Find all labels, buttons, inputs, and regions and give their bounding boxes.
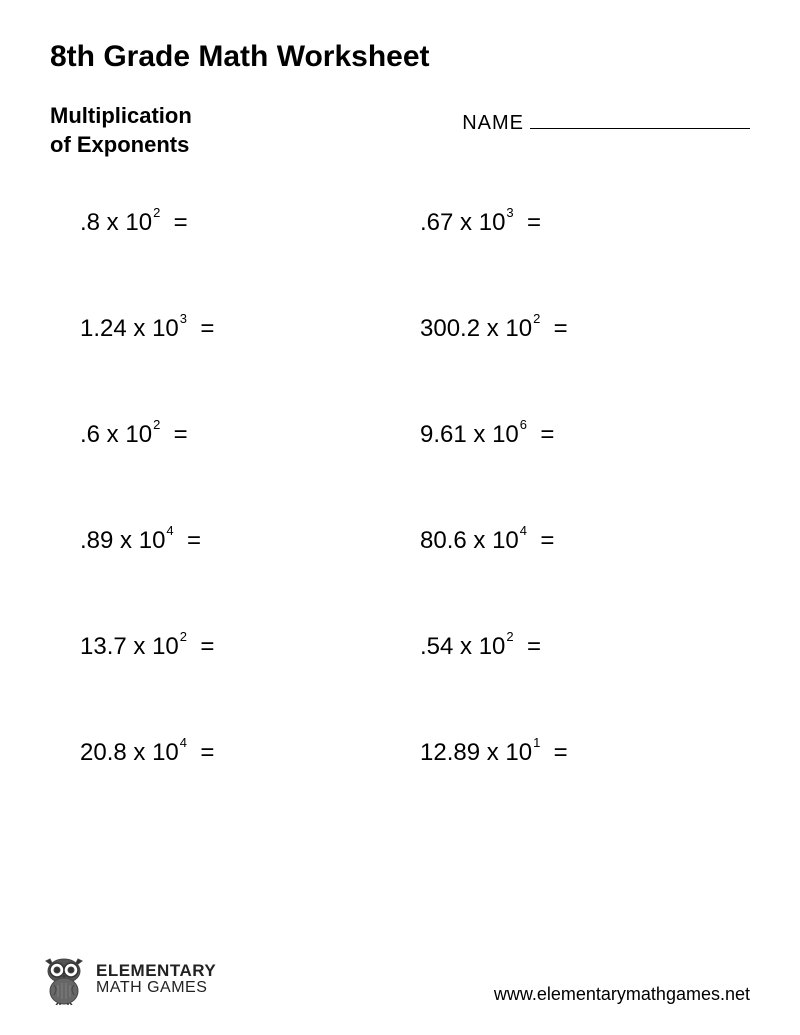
base: 10 [152, 315, 179, 342]
coefficient: .89 [80, 527, 113, 554]
base: 10 [505, 739, 532, 766]
brand-logo: ELEMENTARY MATH GAMES [40, 953, 216, 1005]
exponent: 6 [520, 417, 527, 432]
base: 10 [479, 633, 506, 660]
subtitle-line-1: Multiplication [50, 103, 192, 128]
exponent: 4 [166, 523, 173, 538]
base: 10 [505, 315, 532, 342]
problem-11: 20.8 x 104 = [80, 739, 400, 767]
base: 10 [125, 421, 152, 448]
coefficient: .67 [420, 209, 453, 236]
footer: ELEMENTARY MATH GAMES www.elementarymath… [40, 953, 750, 1005]
coefficient: 9.61 [420, 421, 467, 448]
base: 10 [479, 209, 506, 236]
logo-line-1: ELEMENTARY [96, 962, 216, 980]
problem-9: 13.7 x 102 = [80, 633, 400, 661]
base: 10 [492, 421, 519, 448]
name-label: NAME [462, 112, 524, 135]
problems-grid: .8 x 102 = .67 x 103 = 1.24 x 103 = 300.2 x… [50, 209, 750, 767]
problem-7: .89 x 104 = [80, 527, 400, 555]
exponent: 2 [533, 311, 540, 326]
problem-2: .67 x 103 = [420, 209, 740, 237]
coefficient: 300.2 [420, 315, 480, 342]
problem-8: 80.6 x 104 = [420, 527, 740, 555]
coefficient: .8 [80, 209, 100, 236]
coefficient: 1.24 [80, 315, 127, 342]
base: 10 [125, 209, 152, 236]
coefficient: .54 [420, 633, 460, 660]
logo-text: ELEMENTARY MATH GAMES [96, 962, 216, 997]
website-url: www.elementarymathgames.net [494, 984, 750, 1005]
exponent: 2 [180, 629, 187, 644]
base: 10 [152, 633, 179, 660]
problem-3: 1.24 x 103 = [80, 315, 400, 343]
problem-10: .54 x 102 = [420, 633, 740, 661]
problem-5: .6 x 102 = [80, 421, 400, 449]
problem-12: 12.89 x 101 = [420, 739, 740, 767]
coefficient: 20.8 [80, 739, 127, 766]
problem-1: .8 x 102 = [80, 209, 400, 237]
name-input-line[interactable] [530, 128, 750, 129]
exponent: 1 [533, 735, 540, 750]
exponent: 4 [180, 735, 187, 750]
base: 10 [492, 527, 519, 554]
coefficient: 12.89 [420, 739, 480, 766]
exponent: 4 [520, 523, 527, 538]
name-field-section: NAME [462, 112, 750, 135]
worksheet-title: 8th Grade Math Worksheet [50, 40, 750, 74]
exponent: 3 [506, 205, 513, 220]
base: 10 [139, 527, 166, 554]
problem-6: 9.61 x 106 = [420, 421, 740, 449]
exponent: 2 [506, 629, 513, 644]
owl-icon [40, 953, 88, 1005]
exponent: 2 [153, 417, 160, 432]
coefficient: 13.7 [80, 633, 127, 660]
coefficient: .6 [80, 421, 100, 448]
exponent: 3 [180, 311, 187, 326]
logo-line-2: MATH GAMES [96, 980, 216, 997]
base: 10 [152, 739, 179, 766]
coefficient: 80.6 [420, 527, 467, 554]
header-row: Multiplication of Exponents NAME [50, 102, 750, 159]
problem-4: 300.2 x 102 = [420, 315, 740, 343]
worksheet-subtitle: Multiplication of Exponents [50, 102, 192, 159]
subtitle-line-2: of Exponents [50, 132, 189, 157]
exponent: 2 [153, 205, 160, 220]
